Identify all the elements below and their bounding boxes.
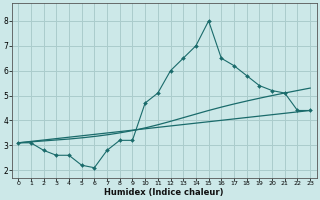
X-axis label: Humidex (Indice chaleur): Humidex (Indice chaleur) [104, 188, 224, 197]
